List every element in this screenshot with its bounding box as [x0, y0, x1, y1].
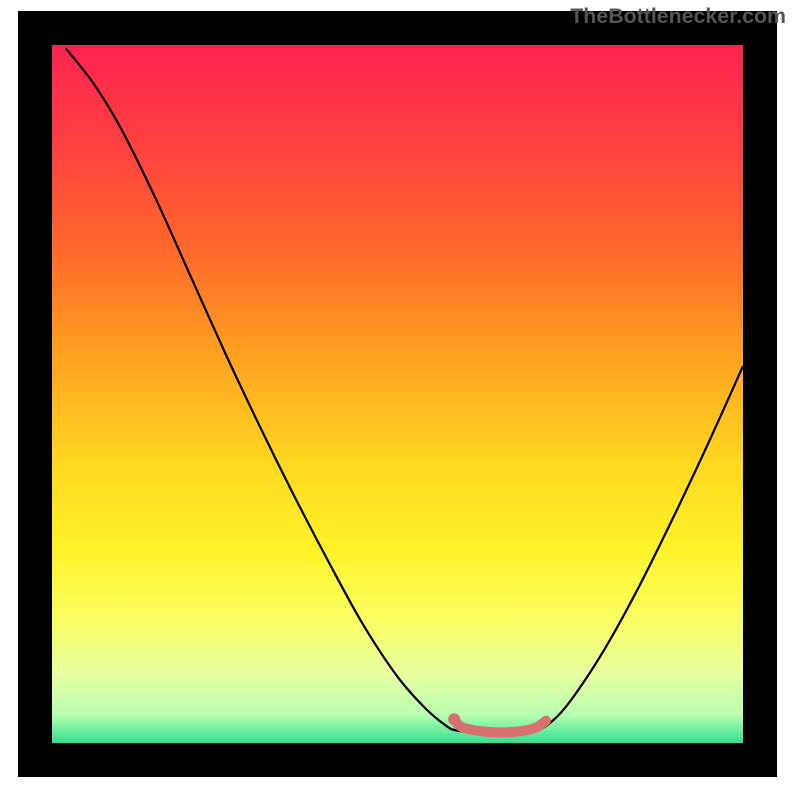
watermark-text: TheBottlenecker.com [570, 4, 786, 29]
plot-background [52, 45, 743, 743]
bottleneck-chart [0, 0, 800, 800]
optimal-point-marker [448, 713, 460, 725]
